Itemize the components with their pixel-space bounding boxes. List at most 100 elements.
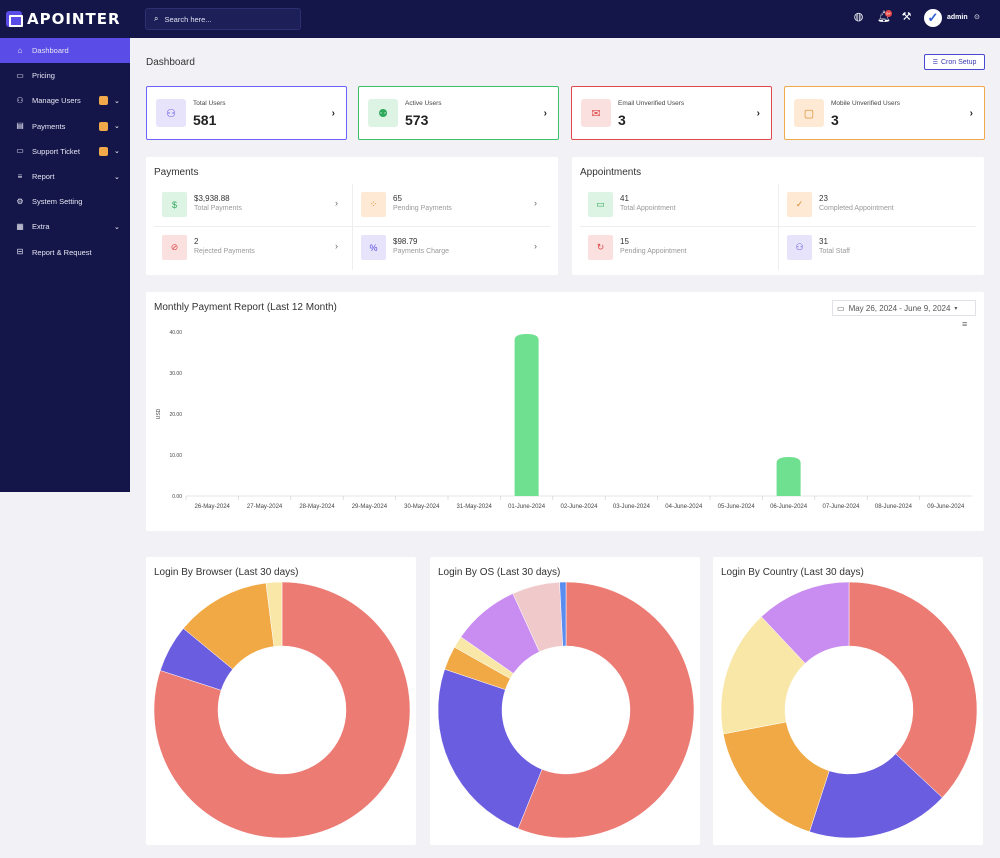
payments-title: Payments bbox=[154, 167, 199, 178]
chevron-down-icon[interactable]: ⊙ bbox=[974, 14, 980, 21]
stat-label: Pending Appointment bbox=[620, 248, 687, 255]
divider bbox=[580, 226, 976, 227]
divider bbox=[352, 184, 353, 270]
sidebar-item-payments[interactable]: ▤ Payments ⌄ bbox=[0, 114, 130, 139]
payments-stat[interactable]: ⁘ 65 Pending Payments › bbox=[353, 184, 550, 227]
chevron-right-icon[interactable]: › bbox=[335, 198, 338, 208]
user-name[interactable]: admin bbox=[947, 14, 968, 21]
appointments-stat[interactable]: ▭ 41 Total Appointment bbox=[580, 184, 777, 227]
y-tick-label: 0.00 bbox=[172, 494, 182, 500]
stat-label: Total Payments bbox=[194, 205, 242, 212]
bar[interactable] bbox=[776, 457, 801, 496]
cron-label: Cron Setup bbox=[940, 58, 977, 66]
stat-value: 15 bbox=[620, 237, 629, 246]
browser-chart-title: Login By Browser (Last 30 days) bbox=[154, 567, 299, 578]
x-tick-label: 06-June-2024 bbox=[770, 504, 808, 510]
pricing-icon: ▭ bbox=[16, 70, 24, 80]
country-panel: Login By Country (Last 30 days) bbox=[713, 557, 983, 845]
x-tick-label: 05-June-2024 bbox=[718, 504, 756, 510]
appointments-stat[interactable]: ✓ 23 Completed Appointment bbox=[779, 184, 976, 227]
cron-setup-button[interactable]: ☰ Cron Setup bbox=[924, 54, 985, 70]
chevron-right-icon[interactable]: › bbox=[756, 108, 760, 119]
chevron-right-icon[interactable]: › bbox=[335, 241, 338, 251]
os-chart-title: Login By OS (Last 30 days) bbox=[438, 567, 561, 578]
stat-value: 3 bbox=[618, 112, 626, 128]
calendar-icon: ▭ bbox=[837, 303, 845, 313]
sidebar-item-label: Dashboard bbox=[32, 46, 69, 56]
stat-value: 41 bbox=[620, 194, 629, 203]
chevron-down-icon[interactable]: ⌄ bbox=[114, 223, 120, 231]
x-tick-label: 31-May-2024 bbox=[457, 504, 493, 510]
check-icon: ✓ bbox=[927, 10, 939, 25]
chevron-right-icon[interactable]: › bbox=[534, 198, 537, 208]
sidebar-item-label: Payments bbox=[32, 121, 66, 131]
sidebar-item-report[interactable]: ≡ Report ⌄ bbox=[0, 164, 130, 189]
search-icon: ⌕ bbox=[154, 14, 159, 23]
chevron-down-icon[interactable]: ⌄ bbox=[114, 173, 120, 181]
notification-count: 9+ bbox=[885, 10, 892, 17]
chevron-down-icon[interactable]: ⌄ bbox=[114, 97, 120, 105]
wrench-icon[interactable]: ⚒ bbox=[901, 11, 912, 23]
stat-card[interactable]: ▢ Mobile Unverified Users 3 › bbox=[784, 86, 985, 140]
chart-menu-icon[interactable]: ≡ bbox=[962, 319, 968, 329]
chevron-right-icon[interactable]: › bbox=[969, 108, 973, 119]
stat-card[interactable]: ✉ Email Unverified Users 3 › bbox=[571, 86, 772, 140]
chevron-down-icon[interactable]: ⌄ bbox=[114, 123, 120, 131]
stat-label: Total Staff bbox=[819, 248, 851, 255]
payment-report-title: Monthly Payment Report (Last 12 Month) bbox=[154, 302, 337, 313]
sidebar-item-report-request[interactable]: ⊟ Report & Request bbox=[0, 240, 130, 265]
date-range-picker[interactable]: ▭ May 26, 2024 - June 9, 2024 ▾ bbox=[832, 300, 976, 316]
appointments-panel: Appointments ▭ 41 Total Appointment ✓ 23 Comp… bbox=[572, 157, 984, 275]
home-icon: ⌂ bbox=[17, 45, 23, 55]
appointments-stat[interactable]: ↻ 15 Pending Appointment bbox=[580, 227, 777, 270]
ticket-icon: ▭ bbox=[16, 146, 24, 156]
payments-stat[interactable]: $ $3,938.88 Total Payments › bbox=[154, 184, 351, 227]
payments-stat[interactable]: ⊘ 2 Rejected Payments › bbox=[154, 227, 351, 270]
globe-icon[interactable]: ◍ bbox=[853, 11, 864, 23]
chevron-down-icon[interactable]: ⌄ bbox=[114, 148, 120, 156]
y-axis-label: USD bbox=[156, 408, 162, 419]
date-range-text: May 26, 2024 - June 9, 2024 bbox=[848, 303, 951, 313]
settings-icon: ⚙ bbox=[16, 196, 24, 206]
stat-label: Completed Appointment bbox=[819, 205, 894, 212]
payments-stat[interactable]: % $98.79 Payments Charge › bbox=[353, 227, 550, 270]
avatar[interactable]: ✓ bbox=[924, 9, 942, 27]
stat-card[interactable]: ⚉ Active Users 573 › bbox=[358, 86, 559, 140]
os-panel: Login By OS (Last 30 days) bbox=[430, 557, 700, 845]
chevron-right-icon[interactable]: › bbox=[331, 108, 335, 119]
logo-text: APOINTER bbox=[27, 10, 121, 28]
sidebar-item-system-setting[interactable]: ⚙ System Setting bbox=[0, 189, 130, 214]
sidebar-item-manage-users[interactable]: ⚇ Manage Users ⌄ bbox=[0, 88, 130, 113]
sidebar-item-label: Manage Users bbox=[32, 96, 81, 106]
bar[interactable] bbox=[514, 334, 539, 496]
appointments-stat[interactable]: ⚇ 31 Total Staff bbox=[779, 227, 976, 270]
topbar: ⌕ bbox=[130, 0, 1000, 38]
y-tick-label: 20.00 bbox=[169, 412, 182, 418]
sidebar-item-label: Extra bbox=[32, 222, 50, 232]
spinner-icon: ⁘ bbox=[361, 192, 386, 217]
staff-icon: ⚇ bbox=[787, 235, 812, 260]
search-input[interactable] bbox=[164, 14, 285, 24]
ban-icon: ⊘ bbox=[162, 235, 187, 260]
x-tick-label: 28-May-2024 bbox=[299, 504, 335, 510]
stat-label: Active Users bbox=[405, 100, 442, 107]
search-box[interactable]: ⌕ bbox=[145, 8, 301, 30]
chevron-right-icon[interactable]: › bbox=[534, 241, 537, 251]
sidebar-item-support-ticket[interactable]: ▭ Support Ticket ⌄ bbox=[0, 139, 130, 164]
logo-icon bbox=[6, 11, 23, 27]
stat-value: 2 bbox=[194, 237, 199, 246]
sidebar-item-pricing[interactable]: ▭ Pricing bbox=[0, 63, 130, 88]
y-tick-label: 40.00 bbox=[169, 330, 182, 336]
request-icon: ⊟ bbox=[16, 247, 24, 257]
page-title: Dashboard bbox=[146, 57, 195, 68]
appointments-title: Appointments bbox=[580, 167, 642, 178]
stat-label: Payments Charge bbox=[393, 248, 450, 255]
logo[interactable]: APOINTER bbox=[0, 0, 130, 38]
sidebar-item-extra[interactable]: ▦ Extra ⌄ bbox=[0, 214, 130, 239]
sidebar-item-dashboard[interactable]: ⌂ Dashboard bbox=[0, 38, 130, 64]
money-icon: $ bbox=[162, 192, 187, 217]
chevron-right-icon[interactable]: › bbox=[543, 108, 547, 119]
y-tick-label: 10.00 bbox=[169, 453, 182, 459]
stat-card[interactable]: ⚇ Total Users 581 › bbox=[146, 86, 347, 140]
stat-value: 31 bbox=[819, 237, 828, 246]
